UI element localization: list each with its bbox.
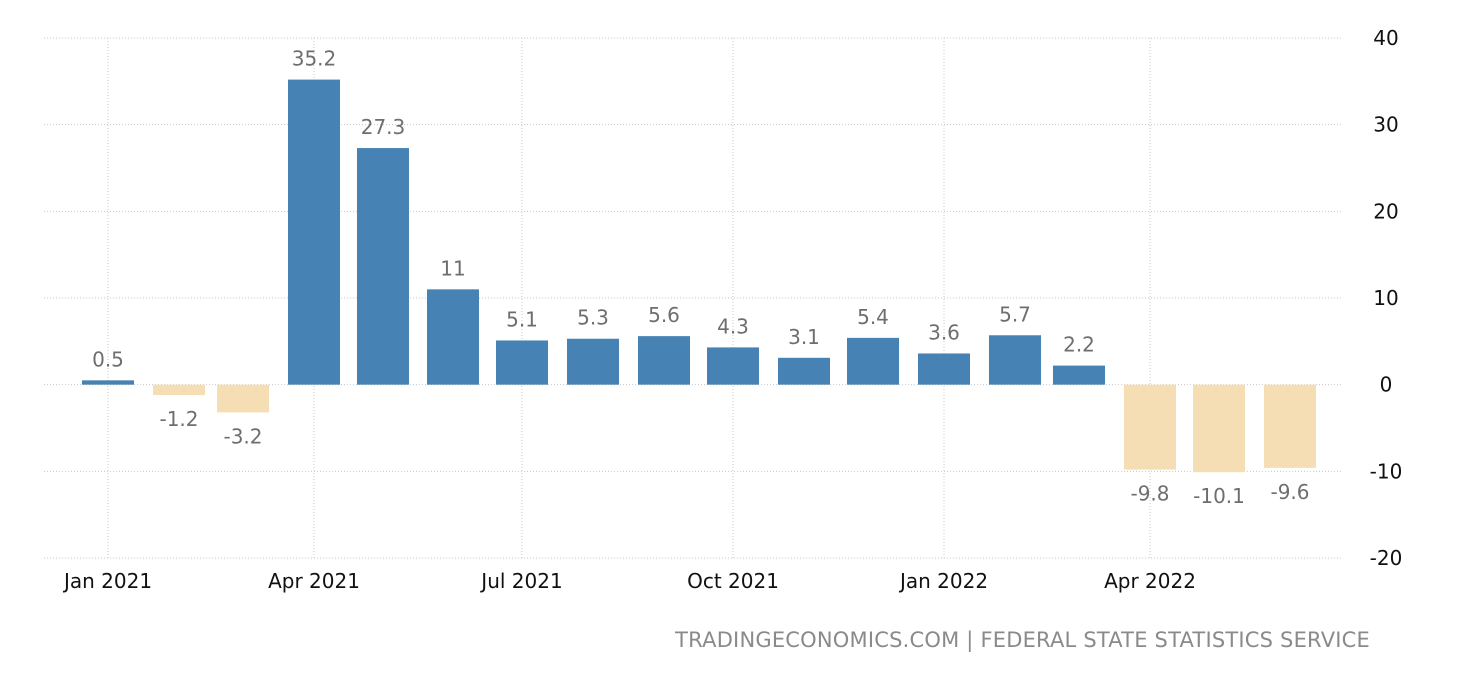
- bar: [1193, 384, 1245, 473]
- data-label: 5.1: [506, 307, 538, 331]
- x-tick-label: Jan 2021: [62, 569, 152, 593]
- data-label: -9.8: [1130, 482, 1169, 506]
- bar: [357, 148, 409, 385]
- x-axis: Jan 2021 Apr 2021 Jul 2021 Oct 2021 Jan 2022…: [62, 569, 1196, 593]
- bar: [778, 357, 830, 385]
- bar: [918, 353, 970, 385]
- data-label: 11: [440, 256, 465, 280]
- data-labels: 0.5 -1.2 -3.2 35.2 27.3 11 5.1 5.3 5.6 4.3 3.1 5.4 3…: [92, 47, 1309, 509]
- data-label: 35.2: [292, 47, 337, 71]
- y-tick-label: 30: [1373, 113, 1398, 137]
- bar: [707, 347, 759, 385]
- bar: [427, 289, 479, 385]
- bar: [217, 384, 269, 413]
- y-tick-label: 0: [1380, 373, 1393, 397]
- x-tick-label: Apr 2021: [268, 569, 360, 593]
- bar: [847, 337, 899, 385]
- y-tick-label: -20: [1370, 546, 1403, 570]
- data-label: -10.1: [1193, 484, 1245, 508]
- data-label: 4.3: [717, 314, 749, 338]
- bar: [288, 79, 340, 385]
- y-tick-label: -10: [1370, 459, 1403, 483]
- data-label: 2.2: [1063, 333, 1095, 357]
- data-label: 3.1: [788, 325, 820, 349]
- data-label: 27.3: [361, 115, 406, 139]
- bar: [1124, 384, 1176, 470]
- data-label: 0.5: [92, 347, 124, 371]
- data-label: 5.7: [999, 302, 1031, 326]
- data-label: 5.6: [648, 303, 680, 327]
- bar: [989, 335, 1041, 385]
- data-label: 5.3: [577, 306, 609, 330]
- y-tick-label: 40: [1373, 26, 1398, 50]
- data-label: -1.2: [159, 407, 198, 431]
- x-tick-label: Jul 2021: [479, 569, 562, 593]
- bar: [1053, 365, 1105, 385]
- y-tick-label: 20: [1373, 199, 1398, 223]
- bar: [638, 336, 690, 385]
- y-axis: 40 30 20 10 0 -10 -20: [1370, 26, 1403, 570]
- x-tick-label: Apr 2022: [1104, 569, 1196, 593]
- x-tick-label: Jan 2022: [898, 569, 988, 593]
- bar: [1264, 384, 1316, 468]
- bar: [567, 338, 619, 385]
- bars: [82, 79, 1316, 473]
- y-tick-label: 10: [1373, 286, 1398, 310]
- data-label: -3.2: [223, 424, 262, 448]
- data-label: -9.6: [1270, 480, 1309, 504]
- grid-lines: [44, 37, 1342, 559]
- x-tick-label: Oct 2021: [687, 569, 779, 593]
- bar: [153, 384, 205, 396]
- source-credit: TRADINGECONOMICS.COM | FEDERAL STATE STA…: [675, 628, 1370, 652]
- data-label: 3.6: [928, 320, 960, 344]
- bar: [82, 380, 134, 385]
- bar: [496, 340, 548, 385]
- data-label: 5.4: [857, 305, 889, 329]
